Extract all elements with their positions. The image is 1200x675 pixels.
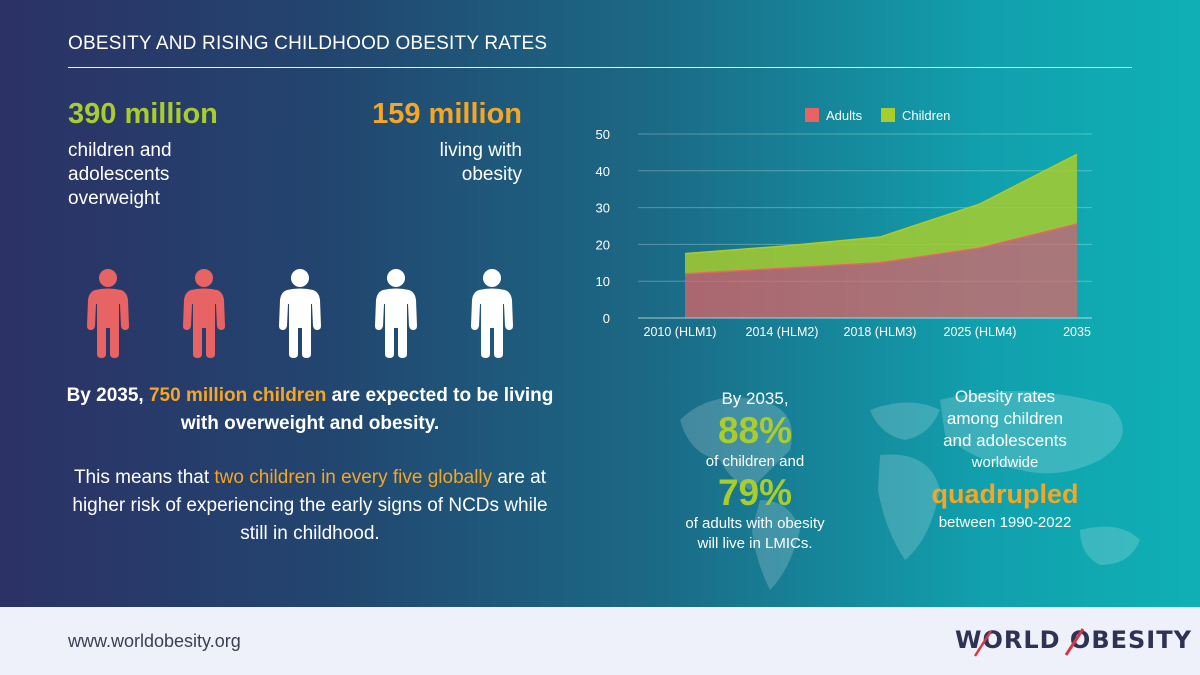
quadrupled-stat: Obesity rates among children and adolesc… (910, 386, 1100, 534)
lmic-children-label: of children and (705, 453, 805, 470)
person-icon (471, 269, 513, 358)
lmic-adults-label: of adults with obesity (685, 515, 825, 532)
adults-area (685, 224, 1077, 318)
quadrupled-period: between 1990-2022 (938, 514, 1072, 531)
quadrupled-worldwide: worldwide (971, 454, 1039, 471)
children-area (685, 154, 1077, 274)
stat-obesity-number: 159 million (372, 98, 522, 130)
risk-highlight: two children in every five globally (214, 467, 493, 488)
world-obesity-logo: WORLD OBESITY (955, 623, 1191, 659)
logo-wordmark: WORLD OBESITY (955, 626, 1192, 654)
quadrupled-word: quadrupled (931, 479, 1079, 509)
stat-overweight-text: children and adolescents overweight (68, 139, 328, 211)
risk-text: This means that (73, 467, 215, 488)
y-tick-label: 50 (596, 127, 610, 142)
stat-overweight-number: 390 million (68, 98, 218, 130)
stat-obesity-line: living with (439, 140, 522, 161)
stat-obesity-text: living with obesity (330, 139, 522, 187)
quadrupled-line: among children (946, 409, 1064, 428)
stat-overweight: 390 million children and adolescents ove… (68, 98, 328, 211)
y-tick-label: 20 (596, 237, 610, 252)
quadrupled-line: and adolescents (943, 431, 1067, 450)
x-tick-label: 2014 (HLM2) (746, 325, 819, 339)
title-divider (68, 67, 1132, 68)
lmic-adults-label: will live in LMICs. (697, 535, 813, 552)
x-tick-label: 2025 (HLM4) (944, 325, 1017, 339)
page-title: OBESITY AND RISING CHILDHOOD OBESITY RAT… (68, 33, 548, 54)
stat-overweight-line: overweight (68, 188, 160, 209)
person-icon-highlighted (87, 269, 129, 358)
person-icon-highlighted (183, 269, 225, 358)
legend-label-adults: Adults (826, 108, 863, 123)
lmic-adults-percent: 79% (717, 472, 793, 513)
lmic-children-percent: 88% (717, 410, 793, 451)
lmic-stats: By 2035, 88% of children and 79% of adul… (660, 388, 850, 554)
children-line (684, 153, 1078, 255)
risk-text: are at higher risk of experiencing the e… (72, 467, 548, 544)
person-icon (279, 269, 321, 358)
y-tick-label: 10 (596, 274, 610, 289)
x-tick-label: 2018 (HLM3) (844, 325, 917, 339)
y-tick-label: 0 (603, 311, 610, 326)
x-tick-label: 2035 (1063, 325, 1091, 339)
footer: www.worldobesity.org WORLD OBESITY (0, 607, 1200, 675)
child-figures-row (83, 268, 523, 360)
logo-slash-mark (973, 628, 1085, 657)
stat-obesity-line: obesity (461, 164, 522, 185)
forecast-message: By 2035, 750 million children are expect… (60, 382, 560, 438)
y-tick-label: 40 (596, 164, 610, 179)
website-link[interactable]: www.worldobesity.org (68, 631, 241, 651)
person-icon (375, 269, 417, 358)
legend-swatch-adults (805, 108, 819, 122)
x-tick-label: 2010 (HLM1) (644, 325, 717, 339)
legend-swatch-children (881, 108, 895, 122)
stat-overweight-line: adolescents (68, 164, 170, 185)
lmic-intro: By 2035, (721, 389, 789, 408)
forecast-highlight: 750 million children (148, 385, 327, 406)
forecast-text: By 2035, (66, 385, 149, 406)
adults-line (684, 223, 1078, 275)
legend-label-children: Children (902, 108, 950, 123)
infographic-panel: OBESITY AND RISING CHILDHOOD OBESITY RAT… (0, 0, 1200, 607)
stat-obesity: 159 million living with obesity (330, 98, 522, 187)
stat-overweight-line: children and (68, 140, 172, 161)
world-map-background (680, 391, 1140, 590)
quadrupled-line: Obesity rates (954, 387, 1056, 406)
risk-message: This means that two children in every fi… (60, 464, 560, 548)
obesity-area-chart: 0 10 20 30 40 50 2010 (HLM1) 2014 (HLM2) 2018 (H… (596, 108, 1092, 339)
y-tick-label: 30 (596, 201, 610, 216)
forecast-text: are expected to be living with overweigh… (180, 385, 554, 434)
